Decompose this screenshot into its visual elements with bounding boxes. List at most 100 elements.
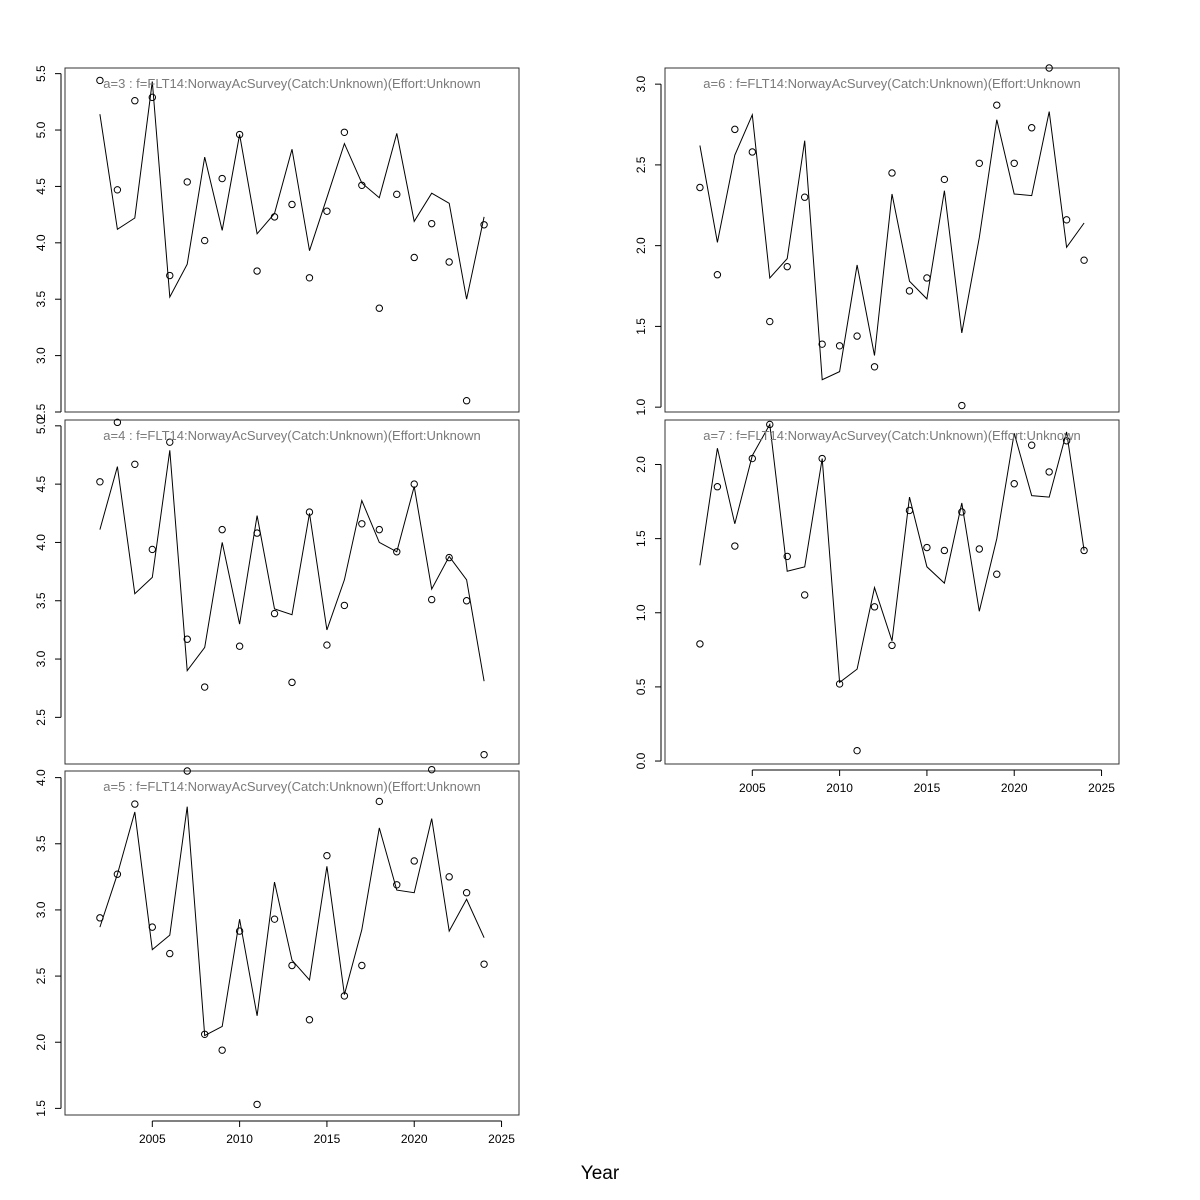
y-tick-label: 4.5 bbox=[34, 475, 48, 492]
data-point bbox=[1010, 159, 1018, 167]
x-tick-label: 2015 bbox=[914, 781, 941, 795]
data-point bbox=[480, 221, 488, 229]
data-point bbox=[200, 236, 209, 245]
plot-frame bbox=[664, 419, 1120, 765]
data-point bbox=[253, 1100, 261, 1109]
data-point bbox=[480, 960, 488, 968]
data-point bbox=[835, 680, 844, 688]
data-point bbox=[731, 125, 739, 134]
panel-3: 1.5 2.0 2.5 3.0 3.5 4.0 2005 2010 2015 2020 2025 a=… bbox=[34, 765, 520, 1146]
data-point bbox=[427, 219, 436, 228]
data-point bbox=[940, 175, 949, 184]
x-tick-label: 2005 bbox=[739, 781, 766, 795]
y-tick-label: 3.5 bbox=[34, 592, 48, 609]
data-point bbox=[462, 597, 471, 605]
data-point bbox=[748, 148, 757, 156]
y-tick-label: 0.5 bbox=[634, 678, 648, 695]
data-point bbox=[800, 193, 809, 201]
data-point bbox=[183, 178, 191, 186]
data-point bbox=[835, 342, 844, 350]
data-point bbox=[340, 992, 349, 1000]
data-point bbox=[96, 76, 104, 85]
data-point bbox=[748, 454, 757, 463]
data-point bbox=[270, 609, 279, 618]
data-point bbox=[940, 546, 949, 555]
data-point bbox=[427, 595, 436, 604]
y-tick-label: 5.0 bbox=[34, 121, 48, 138]
data-point bbox=[870, 363, 879, 371]
panel-4: 1.0 1.5 2.0 2.5 3.0 a=6 : f=FLT14:NorwayAcSur… bbox=[634, 64, 1120, 415]
data-point bbox=[166, 949, 174, 958]
y-tick-label: 4.0 bbox=[34, 534, 48, 551]
panel-2: 2.5 3.0 3.5 4.0 4.5 5.0 a=4 : f=FLT14:NorwayAc… bbox=[34, 417, 520, 765]
panel-title: a=5 : f=FLT14:NorwayAcSurvey(Catch:Unkno… bbox=[103, 779, 480, 794]
data-point bbox=[445, 873, 453, 881]
y-tick-label: 5.5 bbox=[34, 65, 48, 82]
series-line bbox=[99, 450, 485, 682]
data-point bbox=[800, 591, 809, 599]
data-point bbox=[427, 765, 436, 774]
data-point bbox=[323, 641, 331, 649]
data-point bbox=[923, 274, 931, 282]
y-tick-label: 3.0 bbox=[34, 347, 48, 364]
data-point bbox=[410, 857, 418, 865]
data-point bbox=[375, 525, 384, 534]
data-point bbox=[131, 460, 139, 469]
y-tick-label: 1.0 bbox=[634, 604, 648, 621]
data-point bbox=[905, 287, 914, 295]
y-tick-label: 5.0 bbox=[34, 417, 48, 434]
data-point bbox=[253, 529, 261, 537]
x-tick-label: 2020 bbox=[401, 1132, 428, 1146]
data-point bbox=[783, 262, 791, 271]
data-point bbox=[375, 304, 384, 312]
data-point bbox=[183, 635, 191, 643]
data-point bbox=[148, 923, 157, 931]
data-point bbox=[853, 332, 861, 340]
data-point bbox=[96, 478, 104, 486]
x-tick-label: 2025 bbox=[488, 1132, 515, 1146]
y-tick-label: 1.5 bbox=[634, 318, 648, 335]
series-line bbox=[699, 111, 1085, 381]
y-tick-label: 1.5 bbox=[634, 530, 648, 547]
data-point bbox=[358, 520, 366, 528]
data-point bbox=[270, 213, 279, 221]
x-tick-label: 2020 bbox=[1001, 781, 1028, 795]
data-point bbox=[288, 678, 296, 687]
data-point bbox=[340, 128, 349, 136]
data-point bbox=[888, 641, 896, 650]
data-point bbox=[713, 271, 722, 279]
data-point bbox=[462, 397, 471, 405]
y-tick-label: 4.5 bbox=[34, 178, 48, 195]
y-tick-label: 2.0 bbox=[34, 1034, 48, 1051]
data-point bbox=[148, 93, 157, 102]
y-tick-label: 2.0 bbox=[634, 237, 648, 254]
panel-title: a=6 : f=FLT14:NorwayAcSurvey(Catch:Unkno… bbox=[703, 76, 1080, 91]
data-point bbox=[1045, 64, 1053, 72]
x-tick-label: 2010 bbox=[826, 781, 853, 795]
y-tick-label: 2.5 bbox=[34, 403, 48, 420]
panel-title: a=3 : f=FLT14:NorwayAcSurvey(Catch:Unkno… bbox=[103, 76, 480, 91]
data-point bbox=[853, 746, 861, 755]
panel-title: a=4 : f=FLT14:NorwayAcSurvey(Catch:Unkno… bbox=[103, 428, 480, 443]
y-tick-label: 3.0 bbox=[34, 901, 48, 918]
data-point bbox=[1062, 216, 1071, 224]
data-point bbox=[445, 553, 453, 562]
data-point bbox=[923, 543, 931, 552]
y-tick-label: 2.0 bbox=[634, 456, 648, 473]
data-point bbox=[235, 642, 244, 650]
data-point bbox=[183, 767, 191, 775]
data-point bbox=[870, 603, 879, 611]
data-point bbox=[148, 545, 157, 554]
data-point bbox=[696, 640, 704, 648]
plot-frame bbox=[64, 67, 520, 413]
data-point bbox=[288, 200, 296, 209]
data-point bbox=[235, 130, 244, 139]
data-point bbox=[96, 914, 104, 922]
series-line bbox=[99, 806, 485, 1037]
panel-5: 0.0 0.5 1.0 1.5 2.0 2005 2010 2015 2020 2025 a=7 :… bbox=[634, 419, 1120, 795]
data-point bbox=[410, 253, 418, 262]
data-point bbox=[358, 181, 366, 189]
data-point bbox=[783, 552, 791, 561]
data-point bbox=[766, 420, 774, 429]
